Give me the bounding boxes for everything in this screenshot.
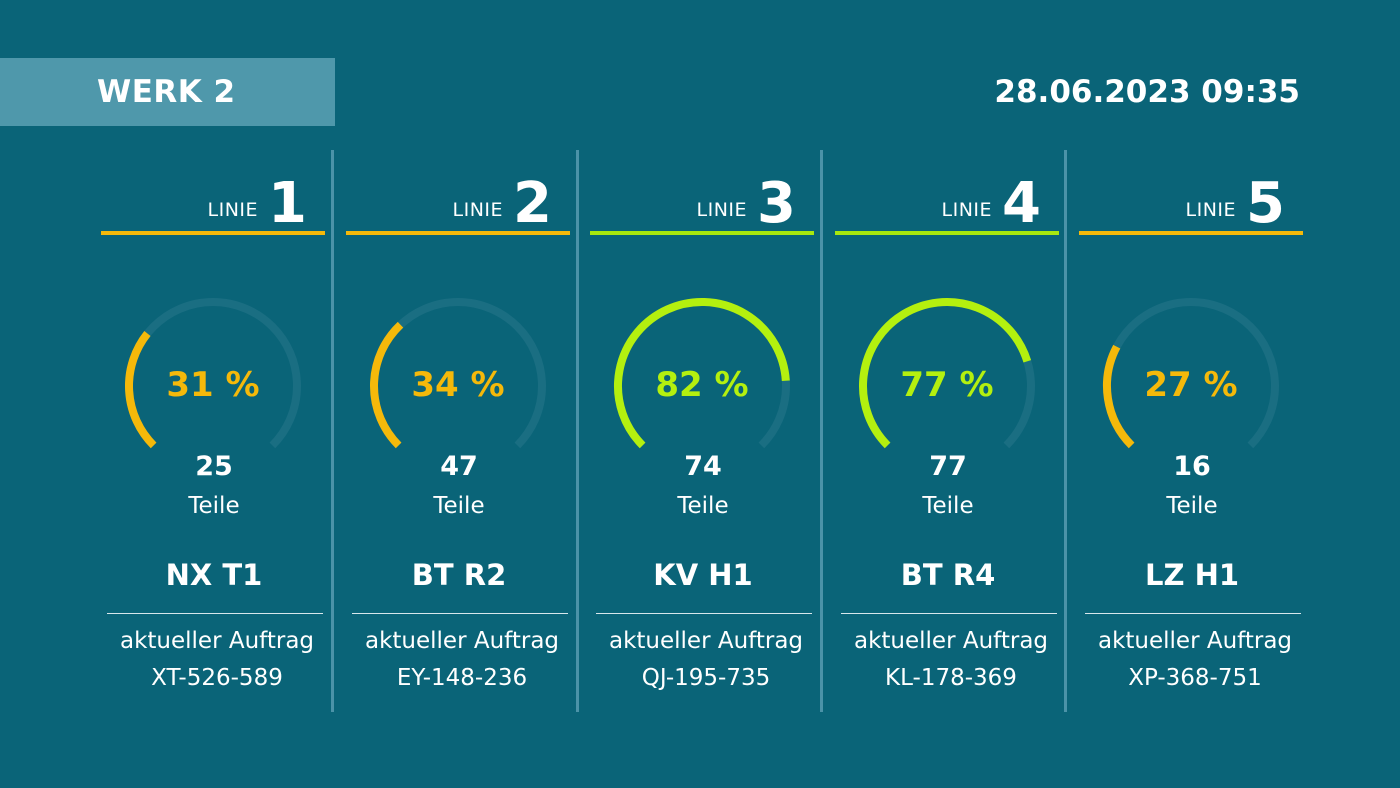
line-card-1[interactable]: LINIE 1 31 % 25 Teile NX T1 aktueller Auf… — [101, 150, 345, 710]
line-number: 3 — [757, 171, 796, 236]
divider — [1085, 613, 1301, 614]
divider — [352, 613, 568, 614]
column-separator — [820, 150, 823, 712]
line-header: LINIE 3 — [590, 175, 814, 235]
order-label: aktueller Auftrag — [853, 628, 1049, 654]
gauge-svg — [125, 298, 301, 449]
line-label: LINIE — [1185, 199, 1237, 221]
gauge-fill — [125, 330, 157, 449]
plant-header-box: WERK 2 — [0, 58, 335, 126]
product-name: BT R4 — [900, 558, 996, 592]
order-id: EY-148-236 — [396, 665, 528, 691]
parts-count: 77 — [929, 451, 967, 482]
parts-label: Teile — [677, 493, 729, 519]
progress-gauge — [612, 296, 792, 476]
order-label: aktueller Auftrag — [119, 628, 315, 654]
line-number: 2 — [513, 171, 552, 236]
datetime: 28.06.2023 09:35 — [994, 74, 1300, 110]
parts-label: Teile — [1166, 493, 1218, 519]
order-id: XT-526-589 — [151, 665, 283, 691]
line-card-3[interactable]: LINIE 3 82 % 74 Teile KV H1 aktueller Auf… — [590, 150, 834, 710]
gauge-svg — [370, 298, 546, 449]
line-card-4[interactable]: LINIE 4 77 % 77 Teile BT R4 aktueller Auf… — [835, 150, 1079, 710]
gauge-fill — [370, 321, 404, 449]
parts-count: 16 — [1173, 451, 1211, 482]
progress-gauge — [1101, 296, 1281, 476]
line-header: LINIE 5 — [1079, 175, 1303, 235]
line-number: 4 — [1002, 171, 1041, 236]
order-label: aktueller Auftrag — [1097, 628, 1293, 654]
line-header: LINIE 1 — [101, 175, 325, 235]
gauge-svg — [614, 298, 790, 449]
progress-gauge — [368, 296, 548, 476]
line-label: LINIE — [452, 199, 504, 221]
column-separator — [576, 150, 579, 712]
gauge-svg — [859, 298, 1035, 449]
line-label: LINIE — [696, 199, 748, 221]
parts-count: 47 — [440, 451, 478, 482]
parts-label: Teile — [433, 493, 485, 519]
product-name: BT R2 — [411, 558, 507, 592]
line-card-5[interactable]: LINIE 5 27 % 16 Teile LZ H1 aktueller Auf… — [1079, 150, 1323, 710]
divider — [841, 613, 1057, 614]
parts-count: 25 — [195, 451, 233, 482]
divider — [596, 613, 812, 614]
order-label: aktueller Auftrag — [364, 628, 560, 654]
line-label: LINIE — [207, 199, 259, 221]
line-number: 1 — [268, 171, 307, 236]
line-header: LINIE 4 — [835, 175, 1059, 235]
line-number: 5 — [1246, 171, 1285, 236]
plant-name: WERK 2 — [97, 74, 236, 110]
progress-gauge — [123, 296, 303, 476]
product-name: NX T1 — [165, 558, 263, 592]
gauge-fill — [1103, 344, 1135, 449]
column-separator — [1064, 150, 1067, 712]
gauge-fill — [614, 298, 790, 449]
line-label: LINIE — [941, 199, 993, 221]
parts-label: Teile — [188, 493, 240, 519]
progress-percent: 27 % — [1144, 365, 1238, 405]
line-header: LINIE 2 — [346, 175, 570, 235]
parts-label: Teile — [922, 493, 974, 519]
gauge-svg — [1103, 298, 1279, 449]
progress-percent: 34 % — [411, 365, 505, 405]
order-label: aktueller Auftrag — [608, 628, 804, 654]
order-id: QJ-195-735 — [641, 665, 771, 691]
progress-percent: 77 % — [900, 365, 994, 405]
order-id: XP-368-751 — [1128, 665, 1262, 691]
product-name: KV H1 — [653, 558, 753, 592]
divider — [107, 613, 323, 614]
parts-count: 74 — [684, 451, 722, 482]
column-separator — [331, 150, 334, 712]
progress-percent: 31 % — [166, 365, 260, 405]
progress-gauge — [857, 296, 1037, 476]
progress-percent: 82 % — [655, 365, 749, 405]
product-name: LZ H1 — [1144, 558, 1240, 592]
gauge-fill — [859, 298, 1032, 449]
order-id: KL-178-369 — [885, 665, 1017, 691]
line-card-2[interactable]: LINIE 2 34 % 47 Teile BT R2 aktueller Auf… — [346, 150, 590, 710]
